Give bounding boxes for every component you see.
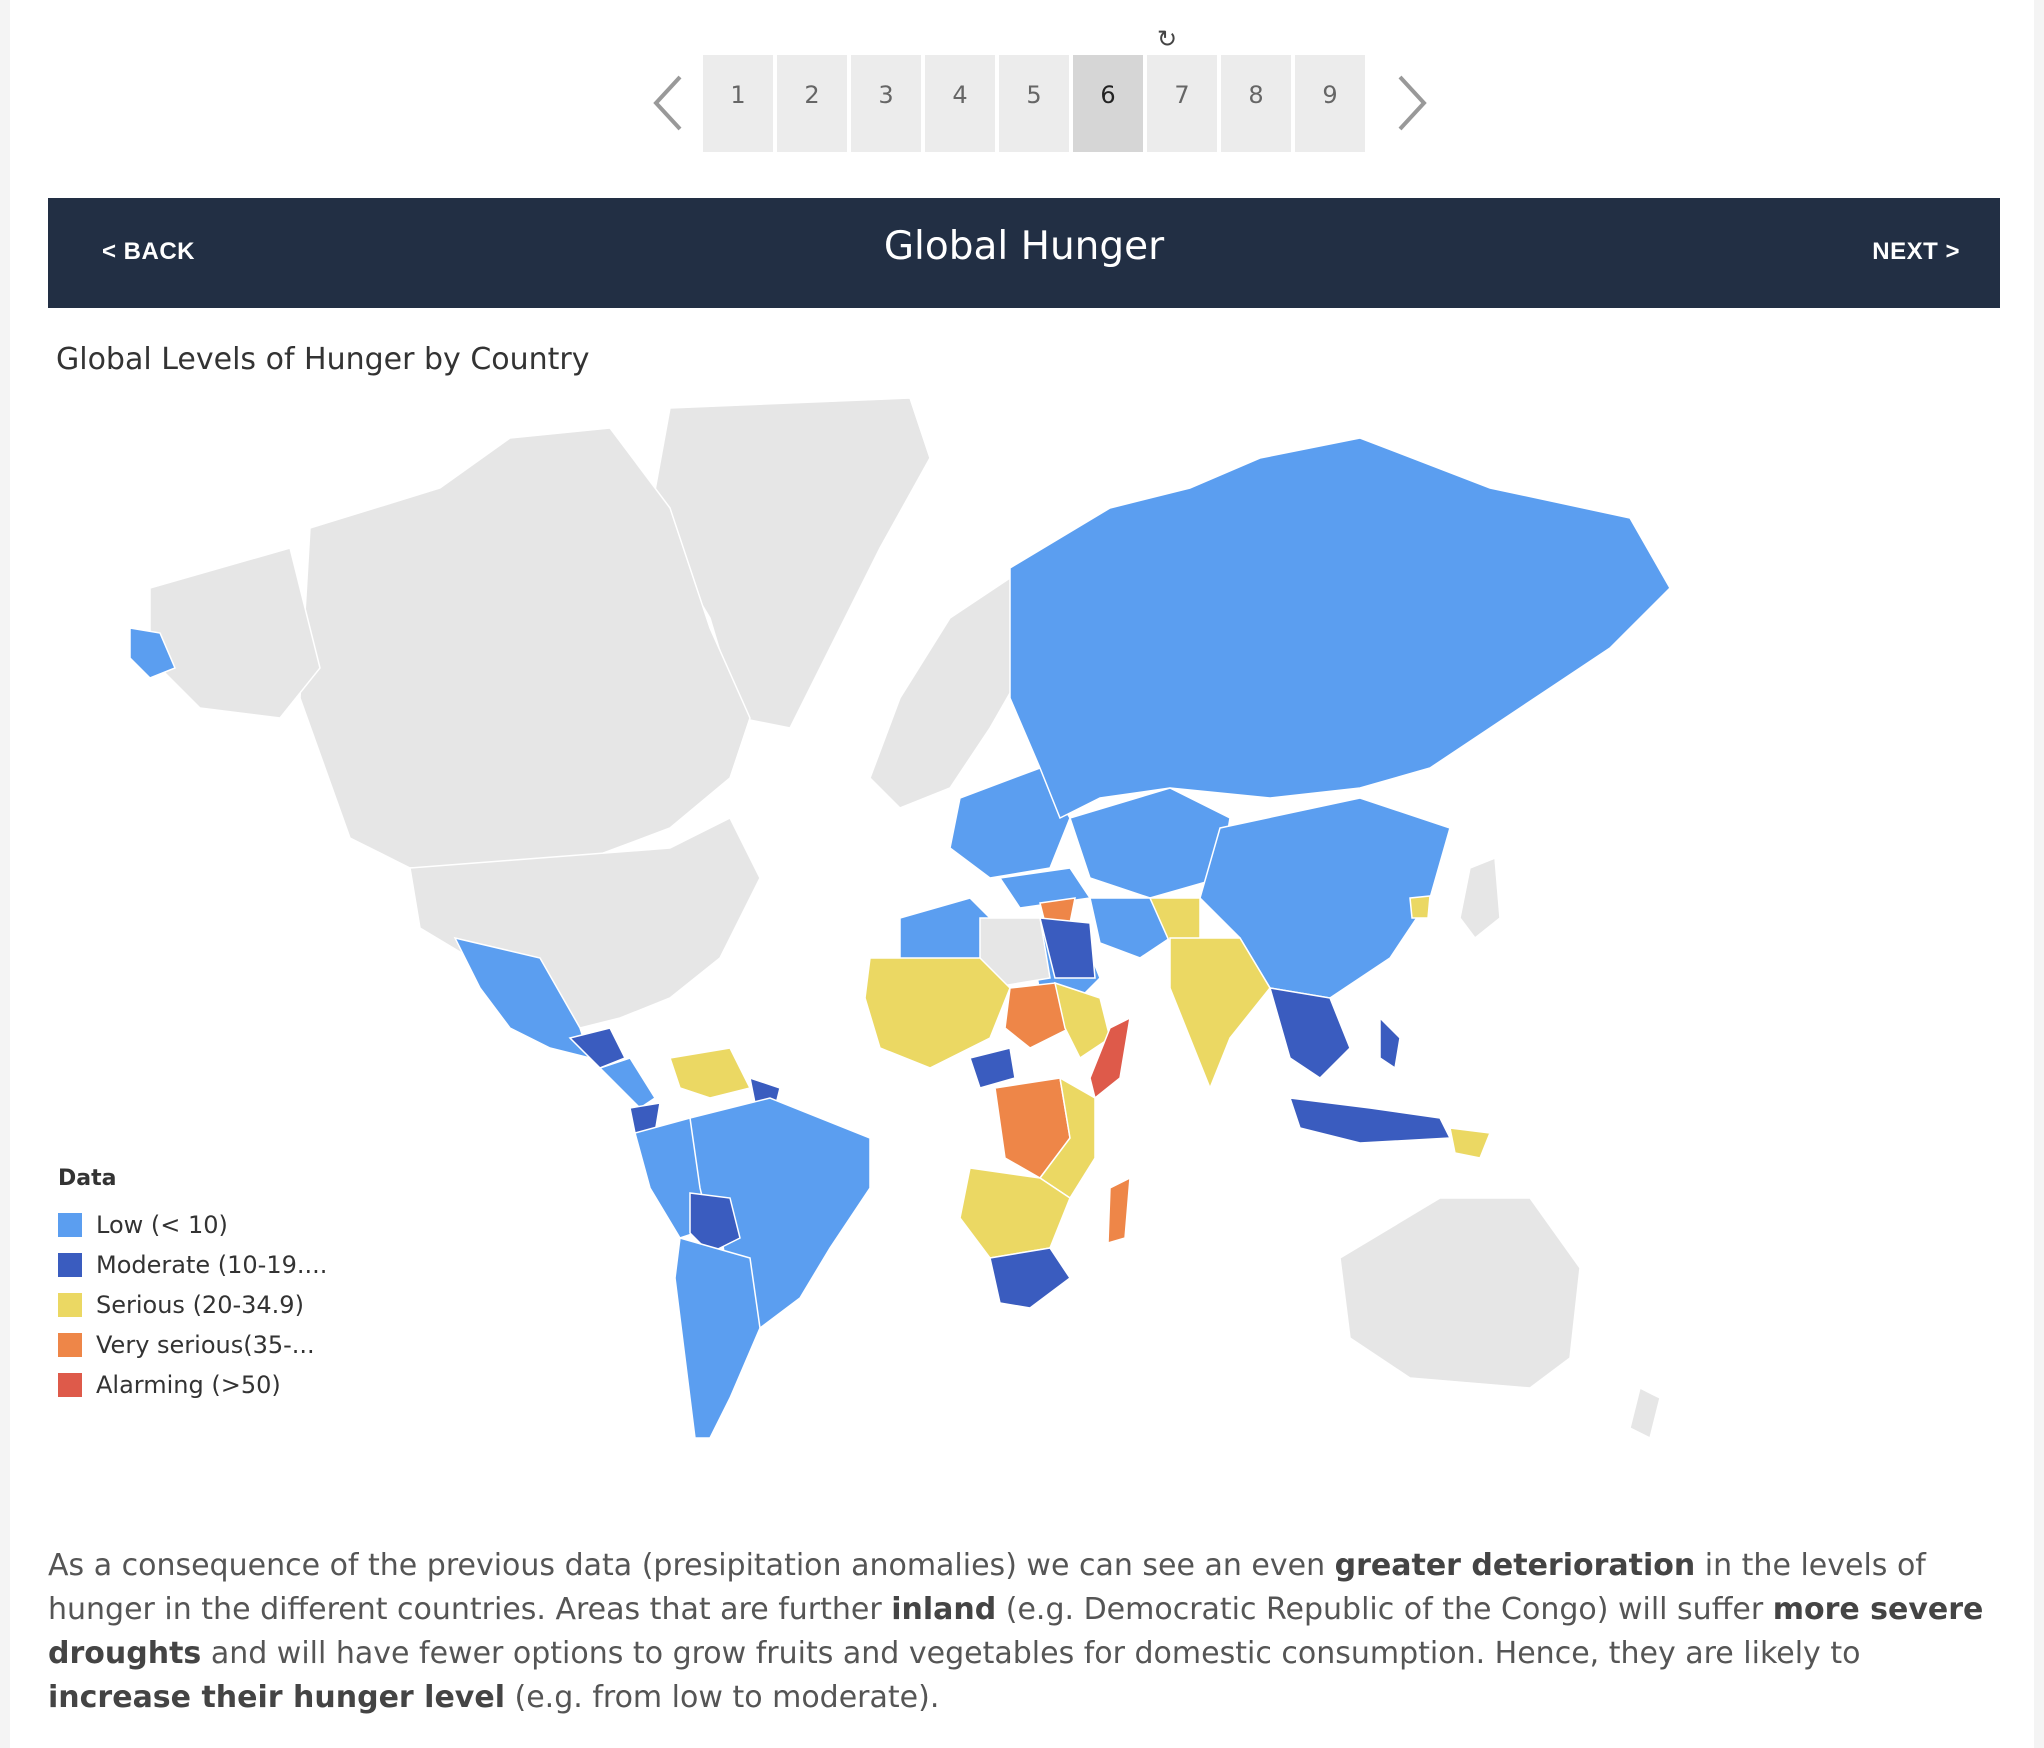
country-india[interactable] xyxy=(1169,937,1271,1091)
country-canada[interactable] xyxy=(299,427,751,869)
country-libya[interactable] xyxy=(979,917,1051,989)
chevron-right-icon[interactable] xyxy=(1384,55,1444,152)
caption-text: in the levels of hunger in the different… xyxy=(48,1548,1926,1627)
pager-page-7[interactable]: 7 xyxy=(1147,55,1217,152)
legend-item[interactable]: Alarming (>50) xyxy=(58,1365,327,1405)
map-title: Global Levels of Hunger by Country xyxy=(56,342,590,377)
region-horn-of-africa[interactable] xyxy=(1053,981,1111,1060)
legend-label: Serious (20-34.9) xyxy=(96,1291,304,1319)
pager-page-1[interactable]: 1 xyxy=(703,55,773,152)
region-bering-low[interactable] xyxy=(129,627,176,679)
caption-text: As a consequence of the previous data (p… xyxy=(48,1548,1335,1583)
region-central-america[interactable] xyxy=(598,1057,657,1109)
pager-page-8[interactable]: 8 xyxy=(1221,55,1291,152)
legend-swatch xyxy=(58,1373,82,1397)
legend-swatch xyxy=(58,1253,82,1277)
pager-page-9[interactable]: 9 xyxy=(1295,55,1365,152)
legend-label: Moderate (10-19.... xyxy=(96,1251,328,1279)
country-alaska[interactable] xyxy=(149,547,321,719)
back-button[interactable]: < BACK xyxy=(102,238,196,265)
legend-item[interactable]: Serious (20-34.9) xyxy=(58,1285,327,1325)
legend-item[interactable]: Low (< 10) xyxy=(58,1205,327,1245)
country-south-africa[interactable] xyxy=(989,1247,1072,1309)
country-mexico[interactable] xyxy=(453,936,592,1060)
country-egypt[interactable] xyxy=(1039,917,1096,979)
caption-text: and will have fewer options to grow frui… xyxy=(201,1636,1861,1671)
country-new-zealand[interactable] xyxy=(1629,1386,1661,1440)
legend-swatch xyxy=(58,1293,82,1317)
pager-page-6[interactable]: 6 xyxy=(1073,55,1143,152)
next-button[interactable]: NEXT > xyxy=(1872,238,1960,265)
reset-icon[interactable]: ↻ xyxy=(1156,25,1178,53)
country-madagascar[interactable] xyxy=(1107,1176,1131,1245)
pager-page-5[interactable]: 5 xyxy=(999,55,1069,152)
caption-text: (e.g. from low to moderate). xyxy=(504,1680,940,1715)
country-indonesia[interactable] xyxy=(1288,1097,1452,1144)
caption-bold: inland xyxy=(891,1592,997,1627)
map-legend: Data Low (< 10) Moderate (10-19.... Seriou… xyxy=(58,1166,327,1405)
caption-text: (e.g. Democratic Republic of the Congo) … xyxy=(996,1592,1773,1627)
country-china[interactable] xyxy=(1199,797,1451,999)
country-argentina-chile[interactable] xyxy=(674,1237,761,1439)
region-western-europe[interactable] xyxy=(869,576,1031,809)
caption-bold: greater deterioration xyxy=(1334,1548,1696,1583)
country-bolivia[interactable] xyxy=(689,1192,741,1254)
country-russia[interactable] xyxy=(1009,437,1671,820)
country-australia[interactable] xyxy=(1339,1197,1581,1389)
country-iran[interactable] xyxy=(1089,897,1171,959)
legend-label: Alarming (>50) xyxy=(96,1371,281,1399)
country-japan[interactable] xyxy=(1459,856,1501,940)
pager-page-4[interactable]: 4 xyxy=(925,55,995,152)
caption-bold: increase their hunger level xyxy=(48,1680,505,1715)
country-nigeria[interactable] xyxy=(969,1047,1016,1089)
country-sudan[interactable] xyxy=(1004,982,1071,1049)
pager-page-3[interactable]: 3 xyxy=(851,55,921,152)
country-north-korea[interactable] xyxy=(1409,895,1431,919)
country-somalia[interactable] xyxy=(1089,1016,1131,1100)
country-venezuela[interactable] xyxy=(669,1047,752,1099)
legend-swatch xyxy=(58,1213,82,1237)
chevron-left-icon[interactable] xyxy=(636,55,696,152)
region-west-africa[interactable] xyxy=(864,957,1011,1069)
country-guatemala[interactable] xyxy=(568,1027,627,1069)
legend-items: Low (< 10) Moderate (10-19.... Serious (20… xyxy=(58,1205,327,1405)
legend-label: Low (< 10) xyxy=(96,1211,228,1239)
country-philippines[interactable] xyxy=(1379,1016,1401,1070)
page-title: Global Hunger xyxy=(883,224,1165,269)
legend-item[interactable]: Moderate (10-19.... xyxy=(58,1245,327,1285)
legend-item[interactable]: Very serious(35-... xyxy=(58,1325,327,1365)
world-map[interactable] xyxy=(110,398,1950,1448)
dashboard-header: < BACK Global Hunger NEXT > xyxy=(48,198,2000,308)
country-papua-new-guinea[interactable] xyxy=(1449,1127,1492,1159)
caption-bold: more severe droughts xyxy=(48,1592,1984,1671)
legend-swatch xyxy=(58,1333,82,1357)
region-southeast-asia[interactable] xyxy=(1268,987,1351,1079)
story-caption: As a consequence of the previous data (p… xyxy=(48,1544,2008,1720)
legend-title: Data xyxy=(58,1166,117,1191)
pager-page-2[interactable]: 2 xyxy=(777,55,847,152)
legend-label: Very serious(35-... xyxy=(96,1331,315,1359)
